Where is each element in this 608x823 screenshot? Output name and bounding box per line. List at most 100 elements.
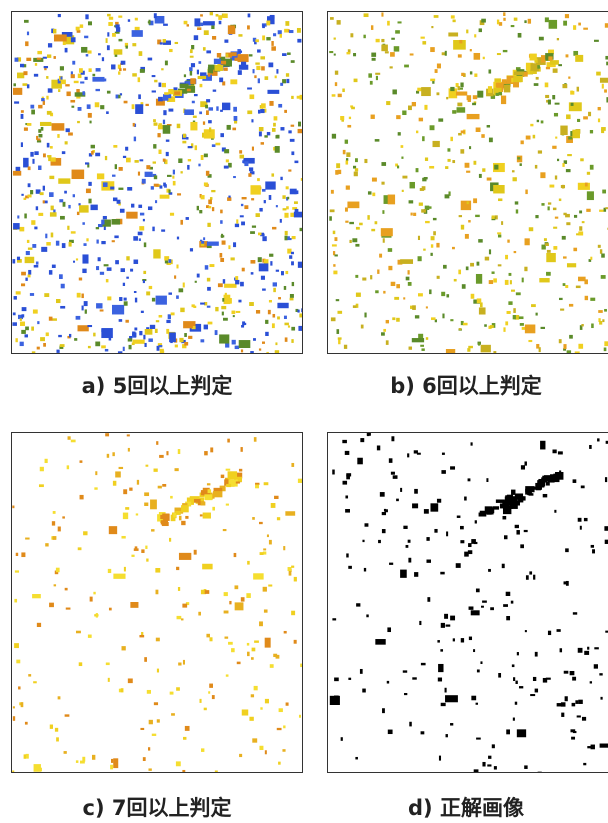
speckle (388, 248, 392, 252)
speckle (49, 176, 54, 179)
speckle (289, 30, 293, 33)
speckle (123, 489, 127, 494)
speckle (501, 221, 503, 225)
speckle (396, 499, 399, 502)
speckle (32, 594, 41, 598)
speckle (572, 703, 576, 706)
speckle (267, 534, 269, 537)
speckle (294, 212, 303, 218)
speckle (111, 219, 120, 225)
speckle (114, 49, 123, 54)
speckle (224, 592, 228, 596)
speckle (546, 253, 556, 262)
speckle (224, 68, 228, 71)
speckle (71, 440, 76, 443)
speckle (73, 261, 75, 263)
speckle (507, 311, 511, 314)
speckle (159, 455, 164, 458)
speckle (552, 449, 556, 453)
speckle (408, 105, 412, 110)
speckle (587, 191, 594, 200)
speckle (351, 107, 355, 110)
speckle (247, 652, 250, 656)
speckle (92, 755, 95, 760)
speckle (287, 249, 291, 254)
speckle (381, 228, 393, 236)
speckle (225, 343, 229, 347)
speckle (432, 81, 434, 84)
speckle (95, 102, 100, 107)
speckle (231, 257, 235, 260)
speckle (167, 175, 172, 177)
speckle (504, 535, 507, 539)
speckle (594, 647, 599, 649)
speckle (151, 529, 154, 531)
speckle (100, 309, 104, 311)
speckle (178, 158, 182, 163)
speckle (487, 125, 490, 128)
speckle (92, 77, 104, 82)
speckle (276, 205, 278, 207)
speckle (55, 728, 58, 732)
speckle (584, 279, 588, 284)
speckle (431, 26, 433, 28)
speckle (294, 640, 297, 644)
speckle (275, 342, 277, 345)
speckle (145, 329, 153, 335)
speckle (546, 272, 551, 276)
speckle (440, 649, 443, 651)
speckle (355, 757, 358, 759)
speckle (459, 40, 462, 43)
speckle (391, 38, 395, 40)
speckle (506, 592, 511, 596)
speckle (579, 226, 582, 230)
speckle (224, 166, 229, 169)
speckle (488, 569, 491, 572)
speckle (459, 215, 462, 217)
speckle (126, 277, 129, 279)
speckle (502, 516, 506, 519)
speckle (409, 347, 412, 350)
speckle (21, 552, 25, 557)
speckle (262, 342, 265, 344)
speckle (381, 182, 384, 185)
speckle (284, 29, 288, 33)
speckle (550, 60, 559, 65)
speckle (430, 125, 435, 130)
speckle (115, 471, 121, 477)
speckle (190, 78, 195, 84)
speckle (152, 227, 154, 232)
speckle (58, 89, 60, 92)
speckle (56, 241, 59, 246)
speckle (443, 265, 447, 269)
speckle (414, 450, 418, 453)
speckle (154, 702, 158, 705)
speckle (129, 488, 132, 491)
speckle (477, 262, 480, 266)
speckle (447, 159, 450, 162)
speckle (275, 75, 277, 78)
speckle (300, 664, 303, 667)
speckle (366, 614, 368, 617)
speckle (396, 284, 400, 288)
speckle (288, 567, 292, 571)
speckle (47, 111, 52, 115)
speckle (287, 238, 291, 240)
speckle (139, 635, 144, 637)
speckle (124, 101, 128, 104)
speckle (348, 678, 351, 680)
speckle (412, 102, 416, 106)
speckle (15, 338, 17, 342)
speckle (247, 25, 250, 29)
speckle (88, 113, 92, 118)
speckle (344, 345, 347, 349)
speckle (473, 95, 477, 99)
speckle (53, 56, 55, 59)
speckle (45, 234, 47, 239)
speckle (573, 612, 577, 614)
speckle (600, 78, 608, 83)
speckle (41, 98, 44, 101)
speckle (605, 477, 607, 482)
speckle (559, 339, 562, 343)
speckle (404, 65, 409, 68)
